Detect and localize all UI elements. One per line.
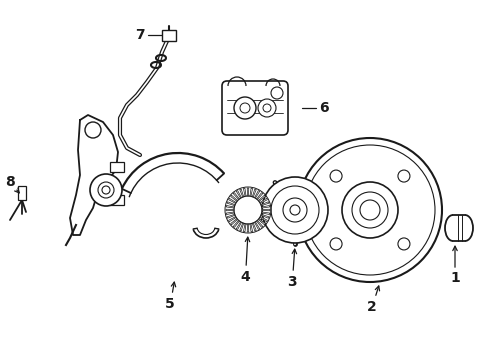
Text: 8: 8 xyxy=(5,175,15,189)
Polygon shape xyxy=(226,212,234,215)
Polygon shape xyxy=(247,224,249,232)
Polygon shape xyxy=(260,198,268,203)
Polygon shape xyxy=(231,195,238,201)
Polygon shape xyxy=(244,224,246,232)
Circle shape xyxy=(85,122,101,138)
Polygon shape xyxy=(262,212,270,215)
Polygon shape xyxy=(233,220,240,227)
Circle shape xyxy=(234,97,256,119)
Circle shape xyxy=(258,99,276,117)
Bar xyxy=(110,195,124,205)
Circle shape xyxy=(234,196,262,224)
Polygon shape xyxy=(244,188,246,196)
Circle shape xyxy=(262,177,328,243)
Polygon shape xyxy=(226,209,234,211)
Polygon shape xyxy=(260,217,268,222)
Polygon shape xyxy=(261,202,269,206)
Circle shape xyxy=(90,174,122,206)
Polygon shape xyxy=(255,222,260,229)
Polygon shape xyxy=(233,193,240,199)
Polygon shape xyxy=(258,219,266,225)
Circle shape xyxy=(298,138,442,282)
Text: 3: 3 xyxy=(287,275,297,289)
Circle shape xyxy=(271,87,283,99)
Text: 2: 2 xyxy=(367,300,377,314)
Polygon shape xyxy=(252,189,256,197)
Polygon shape xyxy=(257,220,263,227)
Polygon shape xyxy=(262,209,270,211)
Polygon shape xyxy=(236,190,242,198)
Polygon shape xyxy=(231,219,238,225)
Polygon shape xyxy=(228,198,236,203)
Polygon shape xyxy=(261,214,269,218)
Polygon shape xyxy=(252,223,256,231)
Polygon shape xyxy=(250,224,252,232)
Polygon shape xyxy=(226,206,234,208)
Circle shape xyxy=(98,182,114,198)
Polygon shape xyxy=(227,202,235,206)
Polygon shape xyxy=(240,223,244,231)
Bar xyxy=(110,162,124,172)
Bar xyxy=(18,186,26,200)
Polygon shape xyxy=(257,193,263,199)
Text: 7: 7 xyxy=(135,28,145,42)
Polygon shape xyxy=(236,222,242,229)
Polygon shape xyxy=(250,188,252,196)
Polygon shape xyxy=(247,188,249,196)
Polygon shape xyxy=(227,214,235,218)
Polygon shape xyxy=(262,206,270,208)
Polygon shape xyxy=(228,217,236,222)
Bar xyxy=(162,30,176,41)
FancyBboxPatch shape xyxy=(222,81,288,135)
Text: 1: 1 xyxy=(450,271,460,285)
Polygon shape xyxy=(255,190,260,198)
Text: 6: 6 xyxy=(319,101,329,115)
Text: 4: 4 xyxy=(240,270,250,284)
Text: 5: 5 xyxy=(165,297,175,311)
Polygon shape xyxy=(240,189,244,197)
Polygon shape xyxy=(258,195,266,201)
